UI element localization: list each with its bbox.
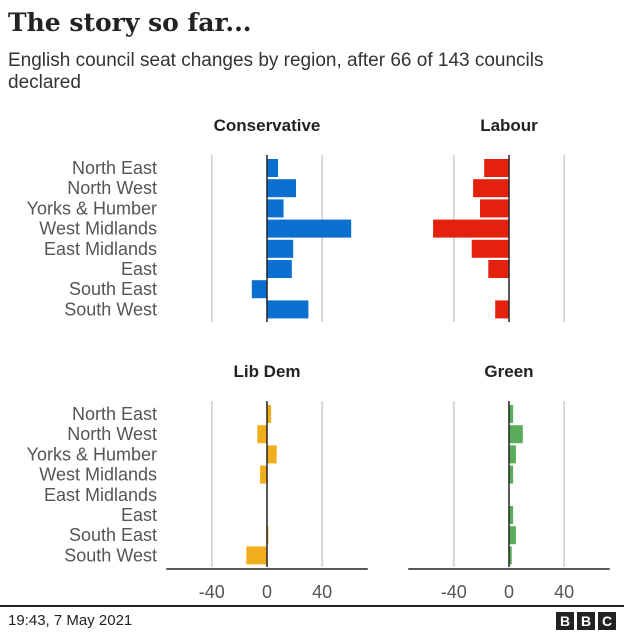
bbc-logo: B B C <box>556 612 616 630</box>
bar <box>260 465 267 484</box>
bar <box>495 300 509 319</box>
bar <box>509 506 514 524</box>
bar <box>267 300 309 319</box>
x-tick-label: 40 <box>312 582 332 600</box>
bar <box>480 199 509 218</box>
bar <box>246 546 267 565</box>
x-tick-label: 0 <box>262 582 272 600</box>
bar <box>484 159 509 177</box>
category-label: North East <box>72 404 157 424</box>
category-label: West Midlands <box>39 219 157 239</box>
x-tick-label: -40 <box>199 582 225 600</box>
category-label: South East <box>69 279 157 299</box>
category-label: East <box>121 259 157 279</box>
category-label: East Midlands <box>44 485 157 505</box>
bar <box>267 260 292 278</box>
bar <box>509 445 516 464</box>
bar <box>267 219 352 238</box>
bbc-logo-letter: B <box>577 612 595 630</box>
bar <box>509 405 514 423</box>
bar <box>433 219 509 238</box>
category-label: Yorks & Humber <box>27 198 157 218</box>
category-label: West Midlands <box>39 465 157 485</box>
category-label: East <box>121 505 157 525</box>
bar <box>509 526 516 545</box>
category-label: South East <box>69 525 157 545</box>
bar <box>267 199 284 218</box>
category-label: North West <box>67 424 157 444</box>
bbc-logo-letter: C <box>598 612 616 630</box>
bar <box>267 179 296 198</box>
category-label: South West <box>64 545 157 565</box>
bar <box>267 239 294 258</box>
bar <box>473 179 509 198</box>
category-label: North West <box>67 178 157 198</box>
bar <box>509 546 512 565</box>
bar <box>267 405 272 423</box>
bar <box>488 260 509 278</box>
bar <box>509 465 514 484</box>
category-label: East Midlands <box>44 239 157 259</box>
x-tick-label: 0 <box>504 582 514 600</box>
panel-title: Green <box>484 362 533 381</box>
chart-title: The story so far... <box>8 8 252 37</box>
bbc-logo-letter: B <box>556 612 574 630</box>
bar <box>509 425 523 444</box>
chart-subtitle: English council seat changes by region, … <box>8 50 544 93</box>
bar <box>257 425 267 444</box>
timestamp: 19:43, 7 May 2021 <box>8 612 133 629</box>
panel-title: Labour <box>480 116 538 135</box>
bar <box>471 239 509 258</box>
bar <box>251 280 267 299</box>
category-label: Yorks & Humber <box>27 444 157 464</box>
x-tick-label: -40 <box>441 582 467 600</box>
panel-title: Conservative <box>214 116 321 135</box>
bar <box>267 445 277 464</box>
footer-divider <box>0 605 624 607</box>
x-tick-label: 40 <box>554 582 574 600</box>
bar <box>267 159 279 177</box>
category-label: North East <box>72 158 157 178</box>
panel-title: Lib Dem <box>233 362 300 381</box>
category-label: South West <box>64 299 157 319</box>
